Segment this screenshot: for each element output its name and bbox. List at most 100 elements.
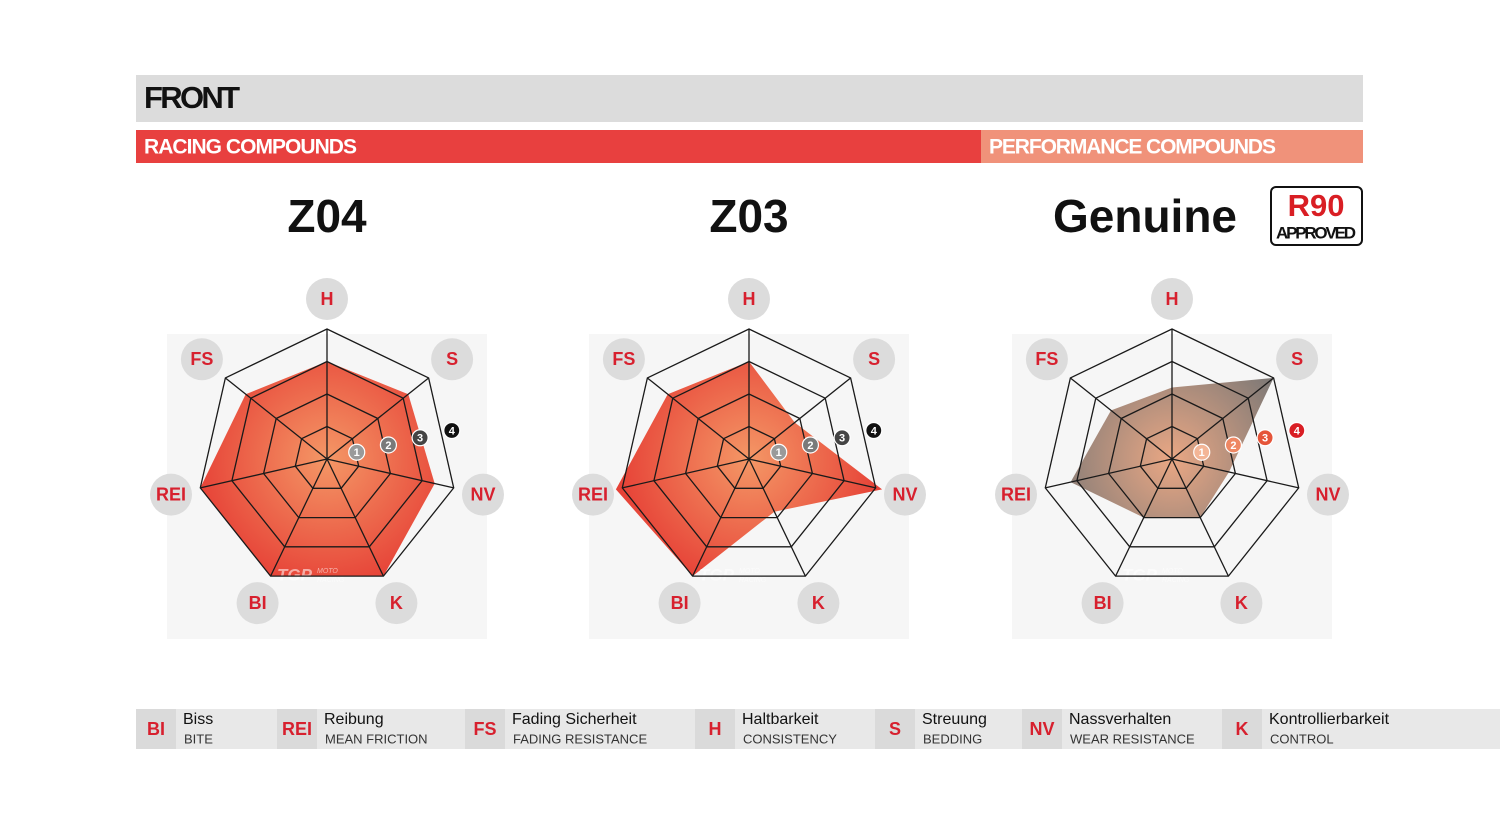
legend-subtitle: BEDDING	[923, 731, 982, 746]
legend-abbr-bg	[1022, 709, 1062, 749]
chart-title: Z04	[287, 190, 367, 242]
axis-label: K	[390, 593, 403, 613]
tick-dot	[348, 443, 366, 461]
legend-abbr-bg	[695, 709, 735, 749]
axis-label-bg	[728, 278, 770, 320]
tick-dot	[443, 421, 461, 440]
tick-dot	[1288, 421, 1306, 440]
ring	[1139, 425, 1205, 489]
ring	[294, 425, 360, 489]
axis-label: H	[1166, 289, 1179, 309]
axis-label-bg	[602, 338, 645, 381]
legend-name: Reibung	[324, 711, 384, 728]
spoke	[748, 458, 876, 489]
axis-label: REI	[578, 484, 608, 504]
spoke	[1115, 458, 1173, 577]
spoke	[200, 458, 328, 489]
legend-name: Haltbarkeit	[742, 711, 819, 728]
axis-label-bg	[1151, 278, 1193, 320]
axis-label: S	[1291, 349, 1303, 369]
legend-subtitle: WEAR RESISTANCE	[1070, 731, 1195, 746]
spoke	[748, 458, 806, 577]
tick-label: 4	[871, 425, 878, 437]
legend-name: Streuung	[922, 711, 987, 728]
legend-subtitle: CONTROL	[1270, 731, 1334, 746]
spoke	[1069, 377, 1173, 460]
tick-dot	[379, 436, 398, 454]
legend-abbr: REI	[282, 719, 312, 739]
legend-abbr-bg	[277, 709, 317, 749]
axis-label-bg	[461, 473, 504, 516]
axis-label-bg	[236, 582, 279, 625]
legend-abbr: BI	[147, 719, 165, 739]
legend-name: Kontrollierbarkeit	[1269, 711, 1390, 728]
tick-label: 3	[417, 433, 423, 445]
performance-label: PERFORMANCE COMPOUNDS	[989, 136, 1276, 159]
watermark-logo: TGP	[1122, 565, 1158, 584]
axis-label-bg	[1220, 582, 1263, 625]
tick-dot	[865, 421, 883, 440]
tick-label: 1	[1199, 447, 1205, 459]
legend-abbr-bg	[875, 709, 915, 749]
tick-dot	[411, 429, 429, 447]
legend-abbr-bg	[1222, 709, 1262, 749]
watermark-line: RACING	[1162, 577, 1190, 584]
watermark-line: MOTO	[1162, 568, 1183, 575]
axis-label: BI	[1094, 593, 1112, 613]
tick-label: 2	[1230, 440, 1236, 452]
tick-dot	[833, 429, 851, 447]
spoke	[646, 377, 750, 460]
racing-bar	[136, 130, 981, 163]
legend-abbr: K	[1236, 719, 1249, 739]
axis-label-bg	[1081, 582, 1124, 625]
axis-label: BI	[249, 593, 267, 613]
legend-abbr-bg	[136, 709, 176, 749]
axis-label: FS	[1035, 349, 1058, 369]
spoke	[1171, 458, 1299, 489]
legend-subtitle: FADING RESISTANCE	[513, 731, 647, 746]
legend-abbr: S	[889, 719, 901, 739]
badge	[1270, 186, 1363, 246]
axis-label: BI	[671, 593, 689, 613]
tick-label: 1	[354, 447, 360, 459]
legend-subtitle: CONSISTENCY	[743, 731, 837, 746]
axis-label: REI	[156, 484, 186, 504]
legend-abbr: FS	[473, 719, 496, 739]
ring	[262, 393, 392, 519]
tick-label: 3	[1262, 433, 1268, 445]
legend-abbr: H	[709, 719, 722, 739]
header-title: FRONT	[144, 80, 240, 115]
spoke	[326, 377, 430, 460]
racing-label: RACING COMPOUNDS	[144, 136, 357, 159]
watermark-line: RACING	[739, 577, 767, 584]
axis-label-bg	[658, 582, 701, 625]
tick-dot	[1224, 436, 1243, 454]
legend-subtitle: BITE	[184, 731, 213, 746]
chart-title: Z03	[709, 190, 788, 242]
axis-label: S	[446, 349, 458, 369]
axis-label: REI	[1001, 484, 1031, 504]
tick-label: 2	[385, 440, 391, 452]
tick-label: 2	[807, 440, 813, 452]
watermark-line: MOTO	[317, 568, 338, 575]
axis-label-bg	[150, 473, 193, 516]
spoke	[270, 458, 328, 577]
axis-label: S	[868, 349, 880, 369]
tick-label: 3	[839, 433, 845, 445]
spoke	[622, 458, 750, 489]
axis-label: H	[321, 289, 334, 309]
axis-label-bg	[431, 338, 474, 381]
axis-label-bg	[1276, 338, 1319, 381]
legend-name: Nassverhalten	[1069, 711, 1171, 728]
tick-dot	[770, 443, 788, 461]
spoke	[692, 458, 750, 577]
ring	[1076, 360, 1268, 548]
axis-label: K	[1235, 593, 1248, 613]
tick-dot	[1256, 429, 1274, 447]
ring	[653, 360, 845, 548]
axis-label: FS	[612, 349, 635, 369]
legend-bar	[136, 709, 1500, 749]
axis-label: NV	[892, 484, 917, 504]
ring	[621, 328, 877, 577]
